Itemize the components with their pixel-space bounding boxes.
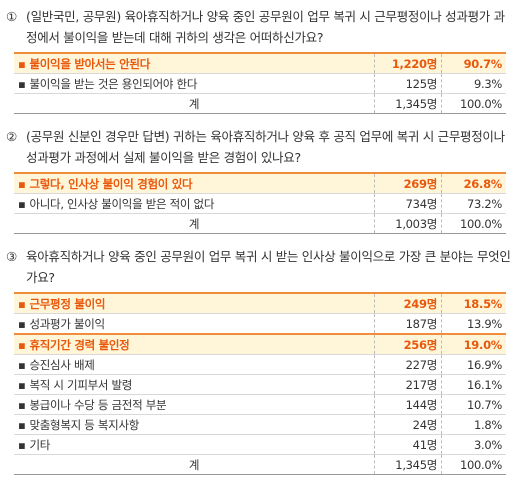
row-count: 249명 [374,292,442,314]
row-label: 복직 시 기피부서 발령 [14,374,375,395]
row-label: 아니다, 인사상 불이익을 받은 적이 없다 [14,193,375,214]
survey-section: ② (공무원 신분인 경우만 답변) 귀하는 육아휴직하거나 양육 후 공직 업무… [6,126,512,234]
table-row: 계 1,345명 100.0% [14,454,506,475]
row-percent: 16.9% [441,354,506,375]
row-percent: 13.9% [441,313,506,335]
row-label: 근무평정 불이익 [14,292,375,314]
row-label: 기타 [14,434,375,455]
row-count: 125명 [374,73,442,94]
question-text: 육아휴직하거나 양육 중인 공무원이 업무 복귀 시 받는 인사상 불이익으로 … [26,249,511,285]
row-percent: 9.3% [441,73,506,94]
document: ① (일반국민, 공무원) 육아휴직하거나 양육 중인 공무원이 업무 복귀 시 … [0,0,526,475]
row-percent: 90.7% [441,52,506,74]
row-count: 24명 [374,414,442,435]
row-count: 1,345명 [374,454,442,475]
question-text: (공무원 신분인 경우만 답변) 귀하는 육아휴직하거나 양육 후 공직 업무에… [26,129,505,165]
row-label: 승진심사 배제 [14,354,375,375]
row-label: 계 [14,93,375,114]
row-count: 256명 [374,333,442,355]
table-row: 계 1,345명 100.0% [14,93,506,114]
row-percent: 26.8% [441,172,506,194]
row-label: 불이익을 받는 것은 용인되어야 한다 [14,73,375,94]
question-text: (일반국민, 공무원) 육아휴직하거나 양육 중인 공무원이 업무 복귀 시 근… [26,9,505,45]
survey-section: ① (일반국민, 공무원) 육아휴직하거나 양육 중인 공무원이 업무 복귀 시 … [6,6,512,114]
row-count: 734명 [374,193,442,214]
question: ③ 육아휴직하거나 양육 중인 공무원이 업무 복귀 시 받는 인사상 불이익으로… [6,246,512,288]
row-percent: 18.5% [441,292,506,314]
table-row: 계 1,003명 100.0% [14,213,506,234]
row-count: 227명 [374,354,442,375]
row-count: 217명 [374,374,442,395]
row-label: 봉급이나 수당 등 금전적 부분 [14,394,375,415]
row-percent: 3.0% [441,434,506,455]
row-count: 144명 [374,394,442,415]
survey-section: ③ 육아휴직하거나 양육 중인 공무원이 업무 복귀 시 받는 인사상 불이익으로… [6,246,512,475]
row-count: 187명 [374,313,442,335]
question: ② (공무원 신분인 경우만 답변) 귀하는 육아휴직하거나 양육 후 공직 업무… [6,126,512,168]
row-percent: 100.0% [441,93,506,114]
question-number: ① [6,9,17,24]
row-count: 1,345명 [374,93,442,114]
row-label: 불이익을 받아서는 안된다 [14,52,375,74]
question-number: ② [6,129,17,144]
row-percent: 16.1% [441,374,506,395]
row-label: 성과평가 불이익 [14,313,375,335]
row-label: 계 [14,213,375,234]
row-percent: 19.0% [441,333,506,355]
row-percent: 100.0% [441,213,506,234]
row-percent: 73.2% [441,193,506,214]
row-count: 1,220명 [374,52,442,74]
row-percent: 1.8% [441,414,506,435]
row-label: 그렇다, 인사상 불이익 경험이 있다 [14,172,375,194]
row-percent: 10.7% [441,394,506,415]
row-percent: 100.0% [441,454,506,475]
row-count: 269명 [374,172,442,194]
row-count: 1,003명 [374,213,442,234]
row-label: 휴직기간 경력 불인정 [14,333,375,355]
question-number: ③ [6,249,17,264]
row-count: 41명 [374,434,442,455]
row-label: 계 [14,454,375,475]
question: ① (일반국민, 공무원) 육아휴직하거나 양육 중인 공무원이 업무 복귀 시 … [6,6,512,48]
row-label: 맞춤형복지 등 복지사항 [14,414,375,435]
